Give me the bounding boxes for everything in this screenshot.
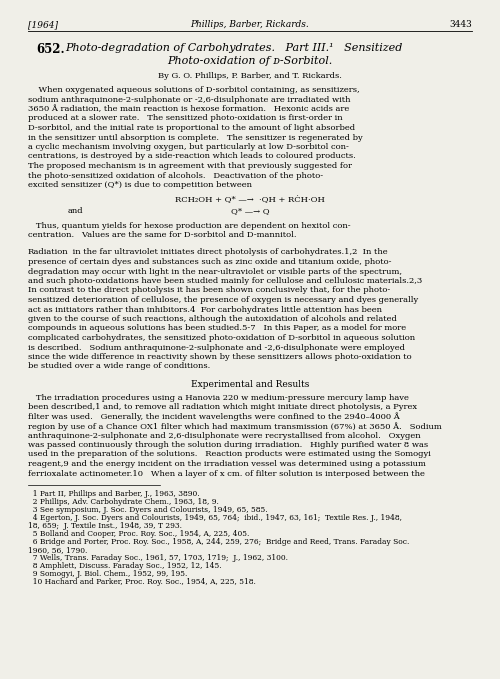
Text: sensitized deterioration of cellulose, the presence of oxygen is necessary and d: sensitized deterioration of cellulose, t… [28,296,418,304]
Text: When oxygenated aqueous solutions of D-sorbitol containing, as sensitizers,: When oxygenated aqueous solutions of D-s… [28,86,359,94]
Text: compounds in aqueous solutions has been studied.5-7   In this Paper, as a model : compounds in aqueous solutions has been … [28,325,406,333]
Text: 3443: 3443 [449,20,472,29]
Text: 5 Bolland and Cooper, Proc. Roy. Soc., 1954, A, 225, 405.: 5 Bolland and Cooper, Proc. Roy. Soc., 1… [28,530,250,538]
Text: presence of certain dyes and substances such as zinc oxide and titanium oxide, p: presence of certain dyes and substances … [28,258,392,266]
Text: used in the preparation of the solutions.   Reaction products were estimated usi: used in the preparation of the solutions… [28,450,431,458]
Text: ferrioxalate actinometer.10   When a layer of x cm. of filter solution is interp: ferrioxalate actinometer.10 When a layer… [28,469,425,477]
Text: 10 Hachard and Parker, Proc. Roy. Soc., 1954, A, 225, 518.: 10 Hachard and Parker, Proc. Roy. Soc., … [28,578,256,586]
Text: Q* —→ Q: Q* —→ Q [230,207,270,215]
Text: 652.: 652. [36,43,64,56]
Text: [1964]: [1964] [28,20,58,29]
Text: and such photo-oxidations have been studied mainly for cellulose and cellulosic : and such photo-oxidations have been stud… [28,277,422,285]
Text: been described,1 and, to remove all radiation which might initiate direct photol: been described,1 and, to remove all radi… [28,403,417,411]
Text: 1 Part II, Phillips and Barber, J., 1963, 3890.: 1 Part II, Phillips and Barber, J., 1963… [28,490,200,498]
Text: 18, 659;  J. Textile Inst., 1948, 39, T 293.: 18, 659; J. Textile Inst., 1948, 39, T 2… [28,522,182,530]
Text: centration.   Values are the same for D-sorbitol and D-mannitol.: centration. Values are the same for D-so… [28,231,296,239]
Text: degradation may occur with light in the near-ultraviolet or visible parts of the: degradation may occur with light in the … [28,268,402,276]
Text: 6 Bridge and Porter, Proc. Roy. Soc., 1958, A, 244, 259, 276;  Bridge and Reed, : 6 Bridge and Porter, Proc. Roy. Soc., 19… [28,538,409,546]
Text: was passed continuously through the solution during irradiation.   Highly purifi: was passed continuously through the solu… [28,441,428,449]
Text: 2 Phillips, Adv. Carbohydrate Chem., 1963, 18, 9.: 2 Phillips, Adv. Carbohydrate Chem., 196… [28,498,219,506]
Text: D-sorbitol, and the initial rate is proportional to the amount of light absorbed: D-sorbitol, and the initial rate is prop… [28,124,355,132]
Text: RCH₂OH + Q* —→  ·QH + RĊH·OH: RCH₂OH + Q* —→ ·QH + RĊH·OH [175,196,325,204]
Text: The proposed mechanism is in agreement with that previously suggested for: The proposed mechanism is in agreement w… [28,162,352,170]
Text: The irradiation procedures using a Hanovia 220 w medium-pressure mercury lamp ha: The irradiation procedures using a Hanov… [28,394,409,401]
Text: excited sensitizer (Q*) is due to competition between: excited sensitizer (Q*) is due to compet… [28,181,252,189]
Text: 3650 Å radiation, the main reaction is hexose formation.   Hexonic acids are: 3650 Å radiation, the main reaction is h… [28,105,349,113]
Text: filter was used.   Generally, the incident wavelengths were confined to the 2940: filter was used. Generally, the incident… [28,413,400,421]
Text: centrations, is destroyed by a side-reaction which leads to coloured products.: centrations, is destroyed by a side-reac… [28,153,356,160]
Text: 1960, 56, 1790.: 1960, 56, 1790. [28,546,88,554]
Text: Experimental and Results: Experimental and Results [191,380,309,389]
Text: Thus, quantum yields for hexose production are dependent on hexitol con-: Thus, quantum yields for hexose producti… [28,221,350,230]
Text: Photo-oxidation of ᴅ-Sorbitol.: Photo-oxidation of ᴅ-Sorbitol. [168,56,332,66]
Text: in the sensitizer until absorption is complete.   The sensitizer is regenerated : in the sensitizer until absorption is co… [28,134,363,141]
Text: 8 Amphlett, Discuss. Faraday Soc., 1952, 12, 145.: 8 Amphlett, Discuss. Faraday Soc., 1952,… [28,562,222,570]
Text: region by use of a Chance OX1 filter which had maximum transmission (67%) at 365: region by use of a Chance OX1 filter whi… [28,422,442,430]
Text: is described.   Sodium anthraquinone-2-sulphonate and -2,6-disulphonate were emp: is described. Sodium anthraquinone-2-sul… [28,344,405,352]
Text: anthraquinone-2-sulphonate and 2,6-disulphonate were recrystallised from alcohol: anthraquinone-2-sulphonate and 2,6-disul… [28,431,420,439]
Text: given to the course of such reactions, although the autoxidation of alcohols and: given to the course of such reactions, a… [28,315,397,323]
Text: in the far ultraviolet initiates direct photolysis of carbohydrates.1,2  In the: in the far ultraviolet initiates direct … [70,249,388,257]
Text: Photo-degradation of Carbohydrates.   Part III.¹   Sensitized: Photo-degradation of Carbohydrates. Part… [65,43,402,53]
Text: be studied over a wide range of conditions.: be studied over a wide range of conditio… [28,363,210,371]
Text: reagent,9 and the energy incident on the irradiation vessel was determined using: reagent,9 and the energy incident on the… [28,460,426,468]
Text: produced at a slower rate.   The sensitized photo-oxidation is first-order in: produced at a slower rate. The sensitize… [28,115,342,122]
Text: sodium anthraquinone-2-sulphonate or -2,6-disulphonate are irradiated with: sodium anthraquinone-2-sulphonate or -2,… [28,96,350,103]
Text: By G. O. Phillips, P. Barber, and T. Rickards.: By G. O. Phillips, P. Barber, and T. Ric… [158,72,342,80]
Text: 7 Wells, Trans. Faraday Soc., 1961, 57, 1703, 1719;  J., 1962, 3100.: 7 Wells, Trans. Faraday Soc., 1961, 57, … [28,554,288,562]
Text: act as initiators rather than inhibitors.4  For carbohydrates little attention h: act as initiators rather than inhibitors… [28,306,382,314]
Text: 9 Somogyi, J. Biol. Chem., 1952, 99, 195.: 9 Somogyi, J. Biol. Chem., 1952, 99, 195… [28,570,188,578]
Text: Radiation: Radiation [28,249,68,257]
Text: and: and [68,207,84,215]
Text: 3 See symposium, J. Soc. Dyers and Colourists, 1949, 65, 585.: 3 See symposium, J. Soc. Dyers and Colou… [28,506,268,514]
Text: since the wide difference in reactivity shown by these sensitizers allows photo-: since the wide difference in reactivity … [28,353,411,361]
Text: In contrast to the direct photolysis it has been shown conclusively that, for th: In contrast to the direct photolysis it … [28,287,390,295]
Text: 4 Egerton, J. Soc. Dyers and Colourists, 1949, 65, 764;  ibid., 1947, 63, 161;  : 4 Egerton, J. Soc. Dyers and Colourists,… [28,514,402,522]
Text: Phillips, Barber, Rickards.: Phillips, Barber, Rickards. [190,20,310,29]
Text: complicated carbohydrates, the sensitized photo-oxidation of D-sorbitol in aqueo: complicated carbohydrates, the sensitize… [28,334,415,342]
Text: the photo-sensitized oxidation of alcohols.   Deactivation of the photo-: the photo-sensitized oxidation of alcoho… [28,172,323,179]
Text: a cyclic mechanism involving oxygen, but particularly at low D-sorbitol con-: a cyclic mechanism involving oxygen, but… [28,143,349,151]
